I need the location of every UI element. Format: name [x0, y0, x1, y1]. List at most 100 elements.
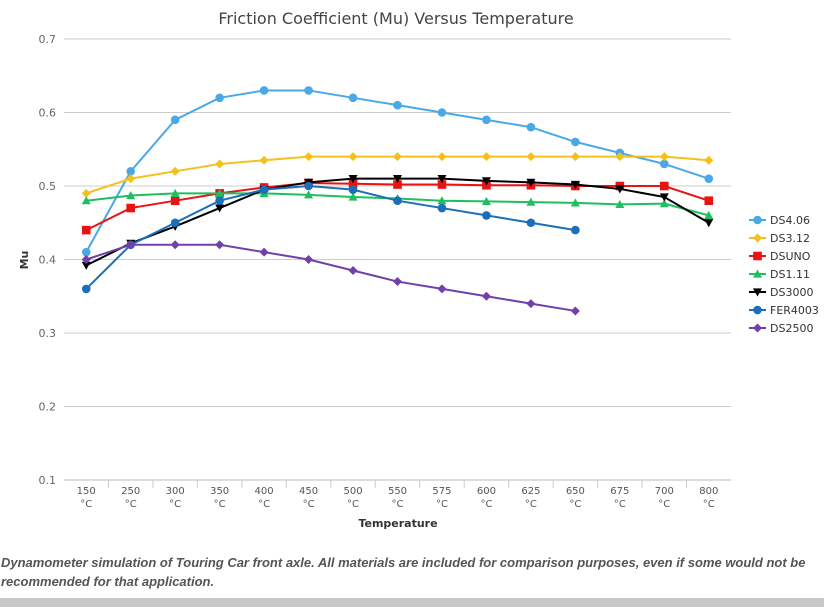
data-point [393, 277, 402, 287]
data-point [348, 152, 358, 162]
data-point [170, 196, 180, 205]
series-ds2500 [81, 240, 580, 316]
series-line [85, 243, 576, 312]
x-tick-label: 500 °C [343, 486, 362, 510]
legend-marker [753, 323, 762, 333]
data-point [304, 86, 313, 95]
data-point [704, 219, 714, 228]
data-point [259, 247, 269, 257]
data-point [481, 291, 491, 301]
legend-item: DS3000 [749, 286, 813, 299]
data-point [660, 159, 669, 169]
data-point [126, 240, 136, 250]
y-tick-label: 0.7 [39, 33, 57, 46]
data-point [482, 211, 491, 220]
data-point [526, 218, 536, 228]
data-point [437, 284, 447, 294]
legend-marker [753, 215, 762, 225]
data-point [570, 198, 580, 207]
x-tick-label: 575 °C [432, 486, 451, 510]
x-tick-label: 700 °C [655, 486, 674, 510]
legend-marker [753, 251, 762, 261]
data-point [126, 203, 135, 213]
data-point [571, 137, 580, 147]
data-point [259, 185, 269, 194]
x-axis-label: Temperature [358, 517, 437, 530]
y-tick-label: 0.4 [39, 254, 57, 267]
series-line [85, 182, 710, 231]
data-point [304, 255, 314, 264]
data-point [704, 196, 714, 205]
data-point [348, 185, 358, 194]
data-point [615, 199, 625, 208]
data-point [126, 174, 136, 184]
data-point [170, 218, 180, 228]
legend: DS4.06 DS3.12 DSUNO DS1.11 DS3000 FER4003 DS25… [749, 214, 819, 335]
y-axis: 0.1 0.2 0.3 0.4 0.5 0.6 0.7 [39, 33, 57, 487]
y-axis-label: Mu [18, 251, 31, 270]
data-point [659, 152, 669, 162]
data-point [570, 152, 580, 162]
x-axis: 150 °C 250 °C 300 °C 350 °C 400 °C 450 °C 500 °C 550 °C… [77, 480, 718, 510]
data-point [215, 204, 225, 213]
legend-marker [753, 233, 762, 243]
x-tick-label: 600 °C [477, 486, 496, 510]
caption: Dynamometer simulation of Touring Car fr… [1, 555, 806, 589]
data-point [259, 86, 269, 95]
x-tick-label: 350 °C [210, 486, 229, 510]
legend-marker [753, 288, 762, 297]
legend-marker [753, 305, 762, 315]
series-ds406 [81, 86, 714, 257]
data-point [348, 266, 358, 276]
y-tick-label: 0.5 [39, 180, 57, 193]
data-point [660, 181, 669, 191]
data-point [526, 122, 536, 132]
data-point [348, 192, 358, 201]
data-point [481, 152, 491, 162]
y-tick-label: 0.3 [39, 327, 57, 340]
data-point [704, 155, 714, 165]
data-point [348, 175, 358, 184]
data-point [659, 199, 669, 208]
data-point [170, 188, 180, 197]
y-tick-label: 0.1 [39, 474, 57, 487]
x-tick-label: 675 °C [610, 486, 629, 510]
data-point [215, 196, 224, 205]
data-point [81, 261, 91, 270]
data-point [81, 188, 91, 198]
data-point [437, 108, 447, 117]
legend-label: DS2500 [770, 322, 813, 335]
data-point [393, 100, 402, 110]
data-point [215, 93, 224, 103]
data-point [481, 196, 491, 206]
x-tick-label: 150 °C [77, 486, 96, 510]
data-point [126, 191, 136, 200]
data-point [704, 210, 714, 219]
x-tick-label: 550 °C [388, 486, 407, 510]
data-point [482, 115, 491, 125]
x-tick-label: 800 °C [699, 486, 718, 510]
bottom-bar [0, 598, 824, 607]
y-tick-label: 0.6 [39, 107, 57, 120]
legend-item: DS1.11 [749, 268, 810, 281]
data-point [615, 185, 625, 194]
x-tick-label: 650 °C [566, 486, 585, 510]
data-point [526, 197, 536, 206]
legend-label: DS3000 [770, 286, 813, 299]
data-point [81, 284, 91, 294]
data-point [571, 225, 580, 235]
legend-label: DS1.11 [770, 268, 810, 281]
data-point [393, 180, 402, 189]
legend-label: DS4.06 [770, 214, 810, 227]
data-point [570, 180, 580, 190]
data-point [170, 240, 180, 250]
legend-item: DS4.06 [749, 214, 810, 227]
data-point [526, 299, 536, 309]
data-point [81, 247, 91, 257]
data-point [81, 225, 91, 235]
data-point [126, 167, 135, 176]
legend-label: FER4003 [770, 304, 819, 317]
data-point [170, 166, 180, 176]
legend-item: FER4003 [749, 304, 819, 317]
